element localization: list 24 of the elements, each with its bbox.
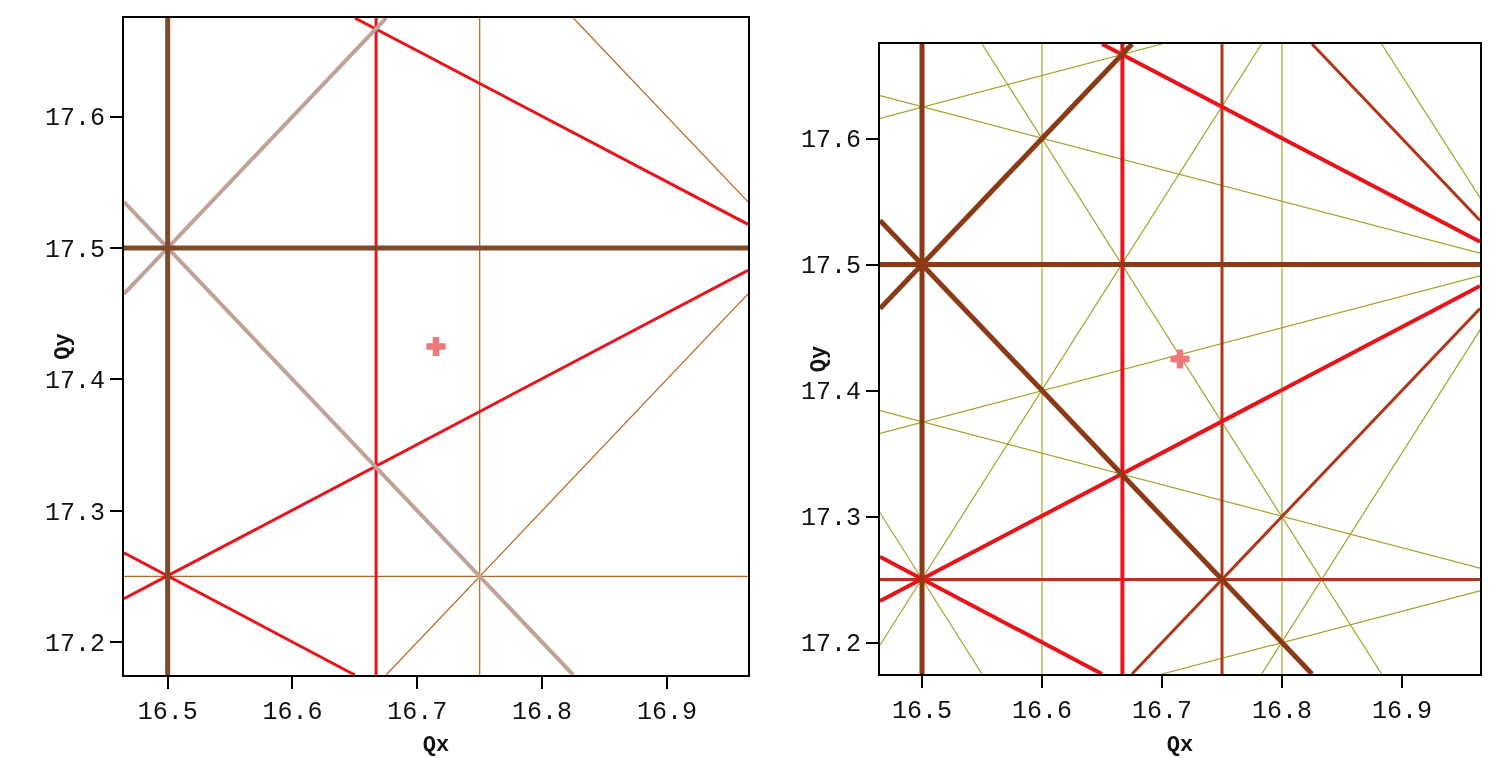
- x-axis-title: Qx: [422, 733, 450, 758]
- x-axis-title: Qx: [1166, 733, 1194, 758]
- y-tick-label: 17.4: [44, 367, 105, 397]
- y-tick-label: 17.2: [800, 630, 861, 660]
- y-tick-label: 17.2: [44, 629, 105, 659]
- y-tick-label: 17.4: [800, 378, 861, 408]
- x-tick-label: 16.5: [137, 698, 198, 727]
- x-tick-label: 16.6: [1011, 697, 1073, 726]
- y-tick-label: 17.5: [44, 235, 105, 265]
- y-tick-label: 17.3: [44, 498, 105, 528]
- x-tick-label: 16.8: [1251, 697, 1313, 726]
- x-tick-label: 16.7: [1131, 697, 1193, 726]
- y-axis-title: Qy: [807, 345, 832, 373]
- x-tick-label: 16.5: [891, 697, 953, 726]
- y-tick-label: 17.6: [800, 126, 861, 156]
- y-tick-label: 17.6: [44, 104, 105, 134]
- y-axis-title: Qy: [51, 333, 76, 360]
- x-tick-label: 16.9: [636, 698, 697, 727]
- x-tick-label: 16.6: [262, 698, 323, 727]
- y-tick-label: 17.5: [800, 252, 861, 282]
- x-tick-label: 16.9: [1371, 697, 1433, 726]
- x-tick-label: 16.7: [387, 698, 448, 727]
- x-tick-label: 16.8: [512, 698, 573, 727]
- y-tick-label: 17.3: [800, 504, 861, 534]
